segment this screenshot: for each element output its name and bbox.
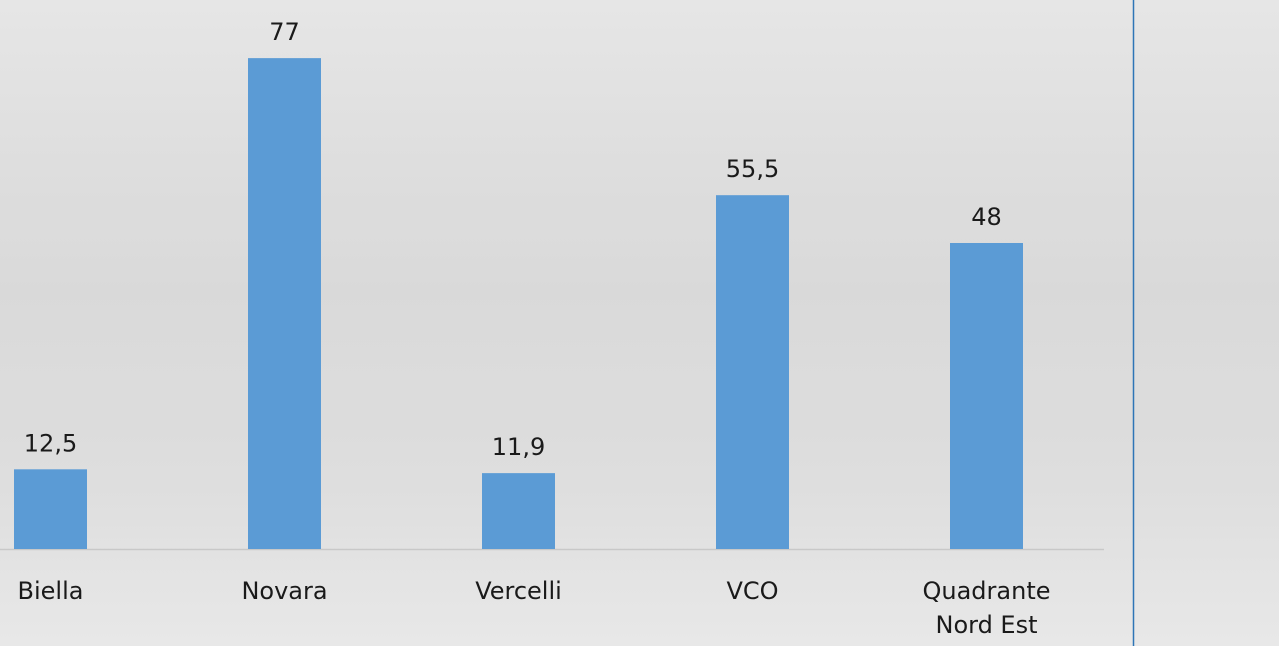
x-tick-label: VCO <box>658 574 848 608</box>
x-tick-label: Vercelli <box>424 574 614 608</box>
chart: 12,5 77 11,9 55,5 48 <box>0 0 1279 646</box>
bar <box>482 473 555 549</box>
bar <box>950 243 1023 549</box>
x-tick-label: Novara <box>190 574 380 608</box>
value-label: 48 <box>971 203 1002 231</box>
bar <box>716 195 789 549</box>
x-tick-label: Quadrante Nord Est <box>892 574 1082 642</box>
page: 12,57711,955,548 (() => { const data = J… <box>0 0 1279 646</box>
value-label: 11,9 <box>492 433 545 461</box>
value-label: 12,5 <box>24 429 77 457</box>
bar <box>248 58 321 549</box>
value-label: 77 <box>269 18 300 46</box>
value-label: 55,5 <box>726 155 779 183</box>
x-tick-label: Biella <box>0 574 146 608</box>
bar <box>14 469 87 549</box>
